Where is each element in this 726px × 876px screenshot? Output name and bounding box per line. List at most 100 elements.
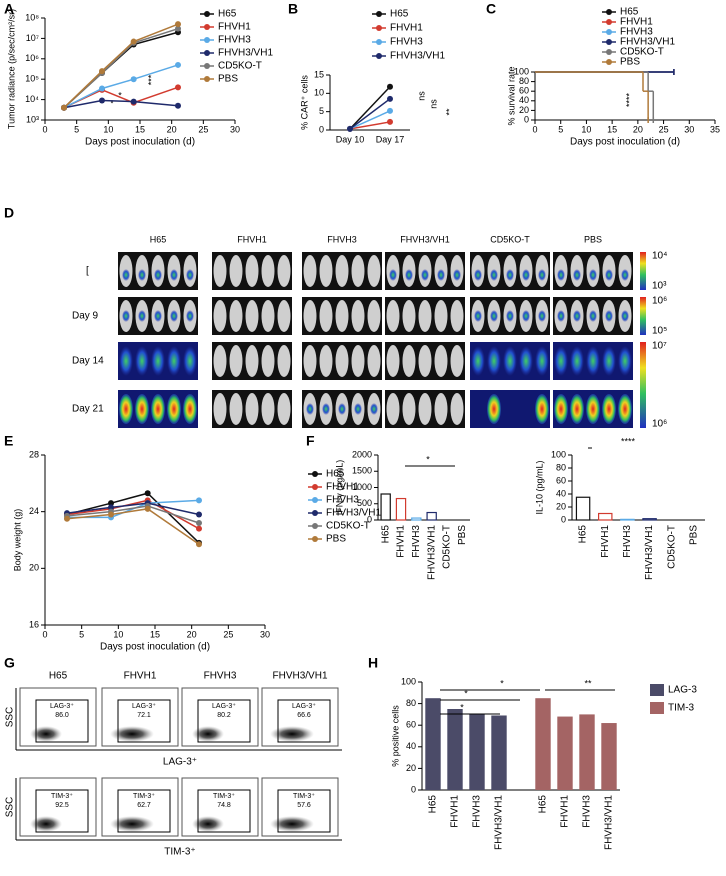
data-point <box>108 500 114 507</box>
x-tick-label: CD5KO-T <box>666 525 677 569</box>
y-tick-label: 60 <box>519 86 529 96</box>
legend-label: TIM-3 <box>668 703 695 714</box>
panel-letter: C <box>486 1 496 17</box>
y-tick-label: 10⁵ <box>25 74 39 84</box>
signal <box>154 310 162 322</box>
gate <box>117 789 171 833</box>
legend-label: PBS <box>218 74 238 85</box>
y-tick-label: 0 <box>319 124 324 134</box>
signal <box>389 269 397 281</box>
x-tick-label: 5 <box>79 629 84 639</box>
group-header: FHVH3/VH1 <box>400 234 450 244</box>
legend-marker <box>606 39 612 45</box>
signal <box>570 346 584 376</box>
x-tick-label: 20 <box>167 124 177 134</box>
mouse <box>386 345 400 377</box>
x-tick-label: FHVH1 <box>560 795 571 828</box>
gate-label: LAG-3⁺ <box>50 703 74 710</box>
legend-label: PBS <box>326 534 346 545</box>
x-tick-label: FHVH1 <box>450 795 461 828</box>
series-line <box>63 64 179 109</box>
gate-value: 74.8 <box>217 802 231 809</box>
data-point <box>387 95 393 102</box>
data-point <box>99 85 105 92</box>
mouse <box>434 345 448 377</box>
x-tick-label: H65 <box>380 525 391 544</box>
signal <box>522 310 530 322</box>
gate-label: TIM-3⁺ <box>133 793 155 800</box>
legend-marker <box>204 76 210 82</box>
y-axis-title: IFN-γ (pg/mL) <box>334 460 344 516</box>
group-header: H65 <box>150 234 167 244</box>
signal <box>618 346 632 376</box>
data-point <box>144 505 151 512</box>
series-line <box>349 121 391 130</box>
x-tick-label: FHVH1 <box>600 525 611 558</box>
gate-label: TIM-3⁺ <box>213 793 235 800</box>
gate <box>277 789 331 833</box>
signal <box>354 403 362 415</box>
legend-marker <box>376 53 382 59</box>
legend-label: FHVH3 <box>326 495 359 506</box>
annotation: * <box>426 454 430 464</box>
gate-label: LAG-3⁺ <box>212 703 236 710</box>
signal <box>519 346 533 376</box>
legend-label: FHVH1 <box>218 22 251 33</box>
signal <box>122 310 130 322</box>
mouse <box>386 393 400 425</box>
legend-label: LAG-3 <box>668 685 697 696</box>
mouse <box>261 393 275 425</box>
y-tick-label: 60 <box>556 475 566 485</box>
y-tick-label: 24 <box>29 506 39 516</box>
data-point <box>144 490 151 497</box>
y-tick-label: 10 <box>314 88 324 98</box>
x-tick-label: 10 <box>581 124 591 134</box>
x-tick-label: 20 <box>633 124 643 134</box>
density <box>110 726 154 742</box>
annotation: **** <box>621 436 636 446</box>
x-tick-label: Day 17 <box>376 134 405 144</box>
color-scale <box>640 342 646 428</box>
y-tick-label: 15 <box>314 69 324 79</box>
signal <box>154 269 162 281</box>
gate <box>117 699 171 743</box>
x-tick-label: 30 <box>260 629 270 639</box>
x-axis-title: LAG-3⁺ <box>163 757 197 768</box>
mouse <box>229 345 243 377</box>
data-point <box>196 541 202 548</box>
x-tick-label: H65 <box>578 525 589 544</box>
x-tick-label: PBS <box>457 525 468 545</box>
x-tick-label: 0 <box>42 629 47 639</box>
data-point <box>175 84 181 91</box>
gate <box>35 789 89 833</box>
density <box>110 816 154 832</box>
y-tick-label: 80 <box>519 76 529 86</box>
y-axis-title: SSC <box>5 707 16 728</box>
row-label: Day 9 <box>72 311 99 322</box>
y-tick-label: 20 <box>29 563 39 573</box>
legend-marker <box>312 471 318 477</box>
legend-marker <box>606 9 612 15</box>
data-point <box>64 515 70 522</box>
y-axis-title: Body weight (g) <box>12 509 22 572</box>
bar <box>380 493 391 521</box>
signal <box>421 269 429 281</box>
scale-label: 10⁶ <box>652 419 667 430</box>
signal <box>167 346 181 376</box>
scale-label: 10⁷ <box>652 341 667 352</box>
bar <box>425 698 441 790</box>
mouse <box>245 255 259 287</box>
mouse <box>229 393 243 425</box>
y-tick-label: 20 <box>406 763 416 773</box>
data-point <box>130 76 137 83</box>
x-tick-label: 30 <box>230 124 240 134</box>
mouse <box>367 345 381 377</box>
bar <box>579 714 595 790</box>
scale-label: 10⁶ <box>652 296 667 307</box>
x-tick-label: 10 <box>103 124 113 134</box>
gate-value: 72.1 <box>137 712 151 719</box>
mouse <box>261 255 275 287</box>
signal <box>322 403 330 415</box>
y-tick-label: 40 <box>406 741 416 751</box>
group-header: FHVH3 <box>204 671 237 682</box>
